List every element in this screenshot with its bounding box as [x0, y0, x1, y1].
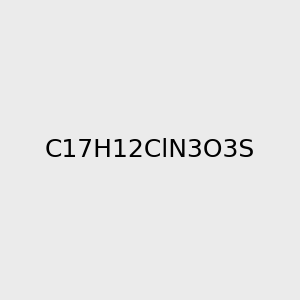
- Text: C17H12ClN3O3S: C17H12ClN3O3S: [45, 138, 255, 162]
